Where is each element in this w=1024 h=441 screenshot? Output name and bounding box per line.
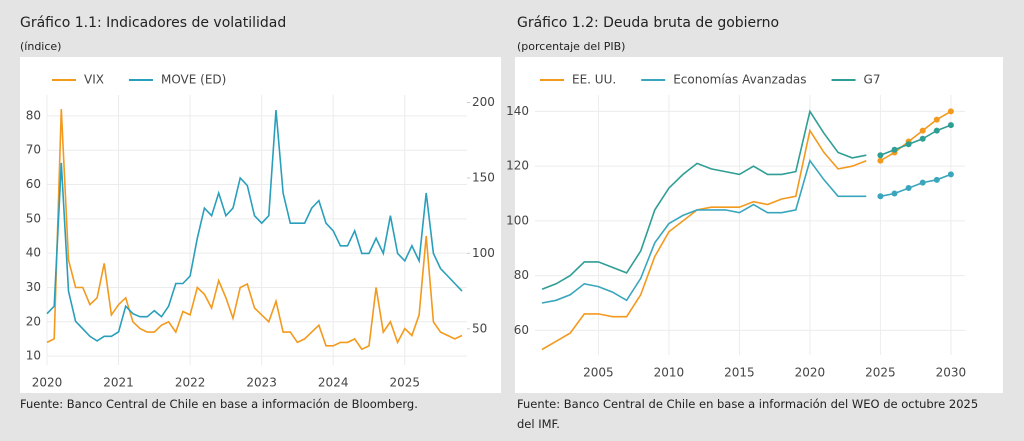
x-tick-label: 2010 bbox=[654, 366, 685, 380]
y-tick-label: 80 bbox=[26, 108, 41, 122]
series-line bbox=[541, 109, 867, 291]
x-tick-label: 2025 bbox=[389, 376, 420, 390]
projection-point bbox=[947, 122, 954, 129]
projection-point bbox=[905, 185, 912, 192]
series-line bbox=[46, 109, 463, 351]
projection-point bbox=[877, 152, 884, 159]
y-tick-label: 70 bbox=[26, 143, 41, 157]
y-tick-label: 20 bbox=[26, 314, 41, 328]
x-tick-label: 2025 bbox=[865, 366, 896, 380]
y-tick-label: 10 bbox=[26, 349, 41, 363]
y-tick-label: 120 bbox=[506, 159, 529, 173]
y-tick-label: 140 bbox=[506, 104, 529, 118]
y-tick-label: 50 bbox=[26, 211, 41, 225]
panel bbox=[20, 57, 501, 393]
legend-label: G7 bbox=[864, 73, 881, 87]
y-tick-label: 60 bbox=[26, 177, 41, 191]
x-tick-label: 2024 bbox=[318, 376, 349, 390]
y-tick-label: 100 bbox=[506, 213, 529, 227]
panel bbox=[515, 57, 1003, 393]
series-line bbox=[46, 110, 463, 342]
y-tick-label: 30 bbox=[26, 280, 41, 294]
y2-tick-label: 150 bbox=[472, 170, 495, 184]
projection-point bbox=[891, 190, 898, 197]
source-note: Fuente: Banco Central de Chile en base a… bbox=[20, 397, 418, 411]
y2-tick-label: 50 bbox=[472, 321, 487, 335]
legend-label: VIX bbox=[84, 73, 104, 87]
source-note: Fuente: Banco Central de Chile en base a… bbox=[517, 397, 979, 431]
y-tick-label: 40 bbox=[26, 246, 41, 260]
y-tick-label: 80 bbox=[514, 268, 529, 282]
x-tick-label: 2015 bbox=[724, 366, 755, 380]
y2-tick-label: 100 bbox=[472, 246, 495, 260]
series-line bbox=[541, 158, 867, 304]
projection-point bbox=[919, 179, 926, 186]
projection-point bbox=[877, 157, 884, 164]
x-tick-label: 2021 bbox=[103, 376, 134, 390]
chart-subtitle: (porcentaje del PIB) bbox=[517, 40, 626, 53]
series-line bbox=[541, 128, 867, 351]
projection-point bbox=[933, 176, 940, 183]
projection-point bbox=[919, 135, 926, 142]
x-tick-label: 2023 bbox=[246, 376, 277, 390]
projection-point bbox=[947, 171, 954, 178]
projection-point bbox=[905, 141, 912, 148]
x-tick-label: 2022 bbox=[175, 376, 206, 390]
chart-title: Gráfico 1.2: Deuda bruta de gobierno bbox=[517, 15, 780, 31]
y-tick-label: 60 bbox=[514, 323, 529, 337]
chart-subtitle: (índice) bbox=[20, 40, 62, 53]
legend-label: MOVE (ED) bbox=[161, 73, 226, 87]
x-tick-label: 2020 bbox=[795, 366, 826, 380]
projection-point bbox=[891, 146, 898, 153]
y2-tick-label: 200 bbox=[472, 95, 495, 109]
legend-label: Economías Avanzadas bbox=[673, 73, 806, 87]
projection-point bbox=[877, 193, 884, 200]
x-tick-label: 2020 bbox=[32, 376, 63, 390]
projection-point bbox=[919, 127, 926, 134]
x-tick-label: 2005 bbox=[583, 366, 614, 380]
projection-point bbox=[933, 127, 940, 134]
chart-title: Gráfico 1.1: Indicadores de volatilidad bbox=[20, 15, 287, 31]
projection-point bbox=[947, 108, 954, 115]
x-tick-label: 2030 bbox=[936, 366, 967, 380]
legend-label: EE. UU. bbox=[572, 73, 616, 87]
projection-point bbox=[933, 116, 940, 123]
